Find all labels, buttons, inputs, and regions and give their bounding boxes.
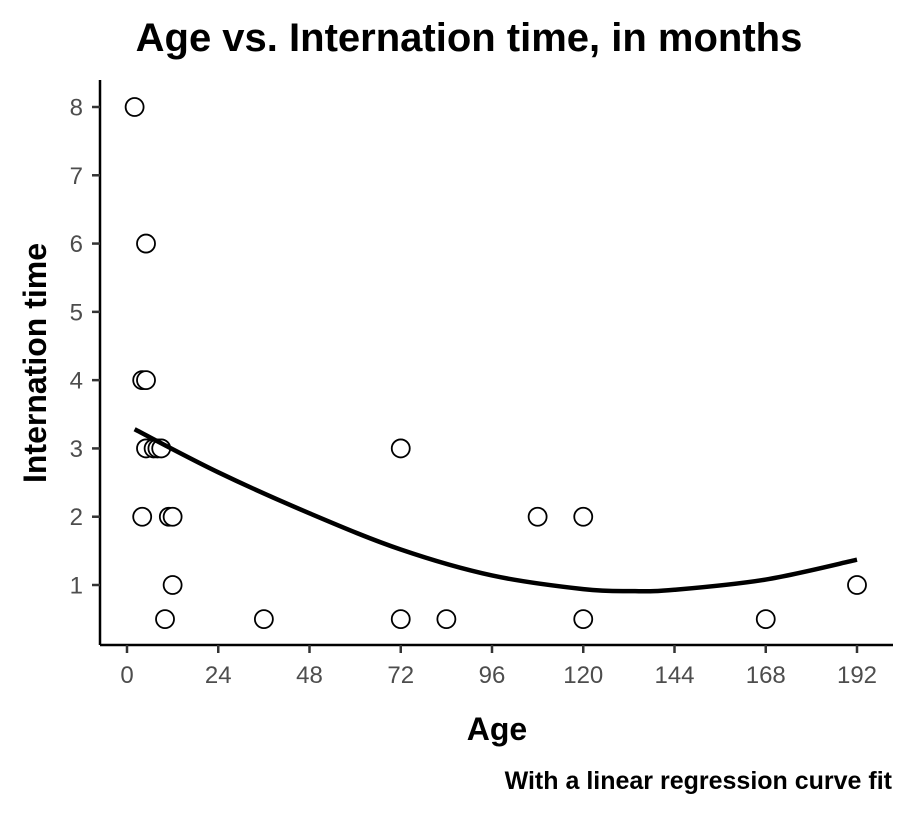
y-tick-label: 2	[70, 504, 83, 531]
x-tick-label: 0	[120, 662, 133, 689]
chart-title: Age vs. Internation time, in months	[136, 16, 803, 60]
x-tick-label: 168	[746, 662, 786, 689]
data-point	[573, 609, 594, 630]
y-tick-label: 1	[70, 573, 83, 600]
y-tick-label: 7	[70, 163, 83, 190]
data-point	[162, 575, 183, 595]
x-tick-label: 120	[563, 662, 603, 689]
data-point	[124, 97, 145, 117]
y-tick-label: 4	[70, 368, 83, 395]
data-point	[436, 609, 457, 630]
x-tick-label: 144	[654, 662, 694, 689]
y-tick-label: 3	[70, 436, 83, 463]
data-point	[253, 609, 274, 630]
y-tick-label: 6	[70, 231, 83, 258]
y-axis-ticks: 1 2 3 4 5 6 7 8	[70, 95, 100, 600]
data-point	[155, 609, 175, 630]
data-point	[162, 506, 183, 527]
x-axis-title: Age	[467, 711, 527, 747]
y-tick-label: 5	[70, 299, 83, 326]
data-point	[132, 506, 153, 527]
x-axis-ticks: 0 24 48 72 96 120 144 168 192	[120, 645, 877, 689]
data-point	[136, 233, 156, 254]
data-point	[527, 506, 548, 527]
points-layer	[124, 97, 867, 630]
y-tick-label: 8	[70, 95, 83, 122]
data-point	[390, 609, 411, 630]
x-tick-label: 48	[296, 662, 323, 689]
x-tick-label: 24	[205, 662, 232, 689]
data-point	[755, 609, 776, 630]
x-tick-label: 72	[387, 662, 414, 689]
chart-caption: With a linear regression curve fit	[505, 767, 893, 795]
data-point	[573, 506, 594, 527]
x-tick-label: 192	[837, 662, 877, 689]
x-tick-label: 96	[479, 662, 506, 689]
data-point	[136, 370, 156, 391]
y-axis-title: Internation time	[17, 243, 53, 483]
data-point	[390, 438, 411, 459]
regression-curve	[133, 427, 858, 594]
data-point	[847, 575, 867, 595]
